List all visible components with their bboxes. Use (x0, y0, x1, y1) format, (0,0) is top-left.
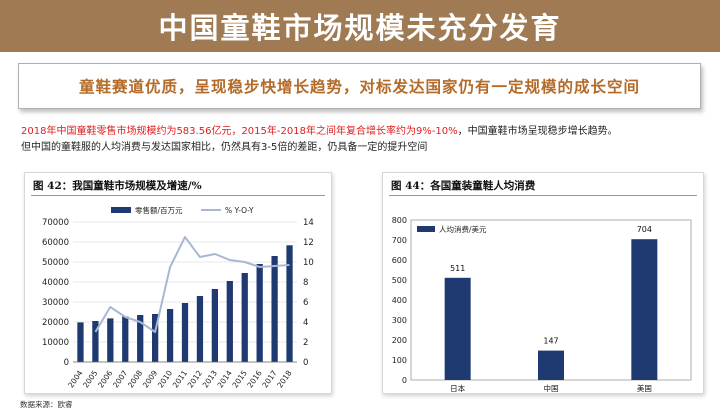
data-label: 147 (543, 337, 558, 346)
panel-rule (389, 195, 697, 196)
data-label: 511 (450, 264, 465, 273)
x-tick-label: 2004 (66, 369, 84, 390)
x-tick-label: 2014 (216, 369, 234, 390)
x-tick-label: 美国 (637, 383, 652, 393)
x-tick-label: 中国 (544, 383, 559, 393)
x-tick-label: 2011 (171, 369, 189, 390)
x-tick-label: 日本 (450, 383, 465, 393)
y-left-tick-label: 50000 (42, 258, 69, 268)
y-tick-label: 400 (392, 296, 407, 305)
x-tick-label: 2006 (96, 369, 114, 390)
panel-rule (31, 195, 325, 196)
y-left-tick-label: 20000 (42, 318, 69, 328)
x-tick-label: 2012 (186, 369, 204, 390)
bar-中国 (538, 350, 564, 380)
legend-swatch-bar (111, 207, 131, 213)
bar-2004 (77, 322, 84, 362)
legend-label-line: % Y-O-Y (225, 206, 254, 215)
y-right-tick-label: 12 (303, 238, 314, 248)
x-tick-label: 2007 (111, 369, 129, 390)
data-source-note: 数据来源：欧睿 (20, 400, 73, 409)
bar-2005 (92, 321, 99, 362)
x-tick-label: 2016 (245, 369, 263, 390)
y-tick-label: 0 (402, 376, 407, 385)
description-line-2: 但中国的童鞋服的人均消费与发达国家相比，仍然具有3-5倍的差距，仍具备一定的提升… (21, 142, 428, 153)
bar-2007 (122, 316, 129, 362)
y-right-tick-label: 10 (303, 258, 314, 268)
yoy-line (94, 236, 290, 333)
bar-日本 (444, 277, 471, 380)
y-tick-label: 800 (392, 216, 407, 225)
slide-title-bar: 中国童鞋市场规模未充分发育 (0, 0, 720, 52)
bar-2017 (271, 256, 278, 362)
y-left-tick-label: 0 (64, 358, 69, 368)
per-capita-chart: 511 147 704 0 100 200 300 400 500 600 700 800 日本 中国 美… (392, 216, 692, 393)
market-size-chart-panel: 图 42：我国童鞋市场规模及增速/% 0 10000 20000 30000 40000… (24, 172, 332, 394)
per-capita-chart-panel: 图 44：各国童装童鞋人均消费 511 147 704 0 100 200 300 400 5… (382, 172, 704, 394)
bar-美国 (631, 239, 658, 380)
legend-swatch (417, 226, 435, 232)
data-label: 704 (637, 225, 652, 234)
description-line-1: 2018年中国童鞋零售市场规模约为583.56亿元，2015年-2018年之间年… (21, 125, 711, 139)
y-tick-label: 500 (392, 276, 407, 285)
description-highlight: 2018年中国童鞋零售市场规模约为583.56亿元，2015年-2018年之间年… (21, 126, 458, 137)
y-left-tick-label: 10000 (42, 338, 69, 348)
y-tick-label: 600 (392, 256, 407, 265)
description-rest: ，中国童鞋市场呈现稳步增长趋势。 (457, 126, 618, 137)
x-tick-label: 2018 (275, 369, 293, 390)
y-right-tick-label: 6 (303, 298, 308, 308)
market-size-chart-title: 图 42：我国童鞋市场规模及增速/% (33, 180, 202, 192)
x-tick-label: 2005 (81, 369, 99, 390)
x-tick-label: 2017 (260, 369, 278, 390)
bar-2015 (241, 273, 248, 362)
subtitle-text: 童鞋赛道优质，呈现稳步快增长趋势，对标发达国家仍有一定规模的成长空间 (78, 78, 640, 96)
subtitle-box: 童鞋赛道优质，呈现稳步快增长趋势，对标发达国家仍有一定规模的成长空间 (18, 63, 701, 109)
y-right-tick-label: 0 (303, 358, 308, 368)
y-left-tick-label: 30000 (42, 298, 69, 308)
y-right-tick-label: 8 (303, 278, 308, 288)
bar-2016 (256, 264, 263, 362)
y-tick-label: 200 (392, 336, 407, 345)
bar-2009 (151, 314, 159, 362)
y-right-tick-label: 14 (303, 218, 314, 228)
x-tick-label: 2008 (126, 369, 144, 390)
legend-label-bar: 零售额/百万元 (135, 205, 183, 215)
y-tick-label: 300 (392, 316, 407, 325)
bar-2008 (137, 315, 144, 362)
bar-2011 (181, 303, 189, 362)
x-tick-label: 2010 (156, 369, 174, 390)
bar-2012 (196, 296, 204, 362)
x-tick-label: 2013 (201, 369, 219, 390)
x-tick-label: 2009 (141, 369, 159, 390)
y-tick-label: 100 (392, 356, 407, 365)
y-tick-label: 700 (392, 236, 407, 245)
bar-2014 (226, 281, 233, 362)
bar-2013 (211, 289, 219, 362)
bar-2018 (286, 245, 293, 362)
y-right-tick-label: 2 (303, 338, 308, 348)
market-size-chart: 0 10000 20000 30000 40000 50000 60000 70000 0 2 4 6… (42, 205, 314, 390)
legend-label: 人均消费/美元 (439, 224, 487, 234)
x-tick-label: 2015 (231, 369, 249, 390)
y-left-tick-label: 60000 (42, 238, 69, 248)
y-right-tick-label: 4 (303, 318, 308, 328)
y-left-tick-label: 40000 (42, 278, 69, 288)
y-left-tick-label: 70000 (42, 218, 69, 228)
bar-2010 (166, 309, 174, 362)
slide-title: 中国童鞋市场规模未充分发育 (158, 11, 562, 45)
bar-2006 (107, 318, 114, 362)
per-capita-chart-title: 图 44：各国童装童鞋人均消费 (391, 180, 536, 192)
